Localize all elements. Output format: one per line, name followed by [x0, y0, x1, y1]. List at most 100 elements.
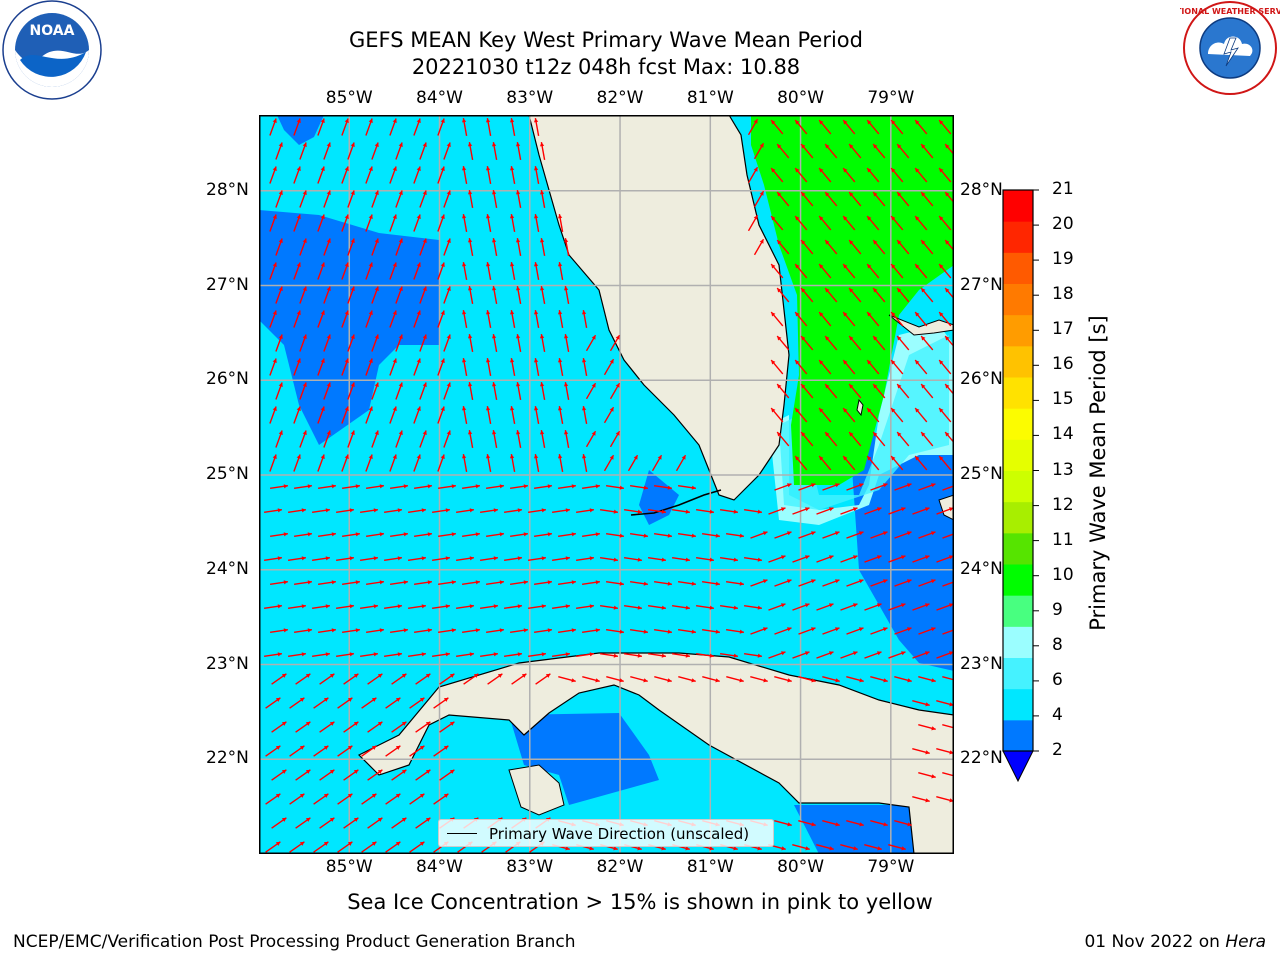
wave-arrow-head — [709, 509, 714, 514]
wave-arrow-head — [849, 240, 854, 245]
wave-arrow-head — [395, 697, 401, 702]
wave-arrow-head — [497, 673, 503, 678]
wave-arrow-head — [771, 312, 776, 317]
wave-arrow-head — [446, 238, 451, 243]
wave-arrow-head — [757, 653, 762, 658]
wave-arrow-head — [613, 509, 618, 514]
wave-arrow-head — [613, 605, 618, 610]
lon-label-top: 84°W — [416, 88, 463, 108]
wave-arrow-head — [709, 653, 714, 658]
wave-arrow-head — [329, 769, 335, 774]
wave-arrow-head — [733, 846, 738, 851]
wave-arrow-head — [811, 483, 816, 488]
wave-arrow-head — [296, 214, 301, 219]
lat-label-left: 25°N — [206, 464, 249, 485]
wave-arrow-head — [347, 793, 353, 798]
wave-arrow-head — [278, 334, 283, 339]
wave-arrow-head — [373, 508, 378, 513]
colorbar-tick-label: 16 — [1052, 354, 1074, 375]
wave-arrow-head — [685, 653, 690, 658]
wave-direction-arrows — [263, 117, 954, 853]
wave-arrow-head — [275, 841, 281, 846]
wave-arrow-head — [685, 557, 690, 562]
wave-arrow-head — [302, 238, 307, 243]
wave-arrow-head — [534, 310, 539, 315]
wave-arrow-head — [915, 120, 920, 125]
wave-arrow-head — [891, 408, 896, 413]
wave-arrow-head — [945, 192, 950, 197]
wave-arrow-head — [272, 166, 277, 171]
wave-arrow-head — [516, 142, 521, 147]
colorbar-segment — [1003, 626, 1033, 658]
wave-arrow-head — [595, 628, 600, 633]
wave-arrow — [942, 533, 954, 539]
wave-arrow-head — [925, 507, 930, 512]
colorbar-tick-label: 11 — [1052, 529, 1074, 550]
wave-arrow-head — [715, 678, 720, 683]
wave-arrow-head — [849, 192, 854, 197]
wave-arrow-head — [540, 238, 545, 243]
wave-arrow-head — [811, 627, 816, 632]
wave-arrow-head — [777, 288, 782, 293]
wave-arrow-head — [633, 455, 638, 460]
wave-arrow-head — [475, 580, 480, 585]
wave-arrow-head — [582, 406, 587, 411]
wave-arrow — [942, 629, 954, 635]
wave-arrow-head — [777, 336, 782, 341]
wave-arrow-head — [540, 430, 545, 435]
wave-arrow-head — [350, 382, 355, 387]
wave-arrow-head — [350, 142, 355, 147]
wave-arrow-head — [323, 697, 329, 702]
wave-arrow-head — [763, 678, 768, 683]
wave-arrow-head — [355, 484, 360, 489]
wave-arrow-head — [849, 288, 854, 293]
wave-arrow-head — [299, 745, 305, 750]
wave-arrow-head — [326, 334, 331, 339]
lon-label-bottom: 83°W — [506, 857, 554, 877]
wave-arrow-head — [921, 144, 926, 149]
wave-arrow-head — [421, 604, 426, 609]
wave-arrow-head — [398, 334, 403, 339]
wave-arrow-head — [795, 168, 800, 173]
colorbar — [1000, 185, 1048, 785]
wave-arrow-head — [949, 507, 954, 512]
wave-arrow-head — [373, 604, 378, 609]
wave-arrow-head — [795, 120, 800, 125]
wave-arrow-head — [691, 533, 696, 538]
wave-arrow-head — [401, 769, 407, 774]
wave-arrow-head — [419, 745, 425, 750]
wave-arrow-head — [939, 168, 944, 173]
wave-arrow-head — [787, 627, 792, 632]
wave-arrow-head — [565, 604, 570, 609]
wave-arrow-head — [355, 628, 360, 633]
wave-arrow-head — [425, 817, 431, 822]
wave-arrow-head — [667, 581, 672, 586]
wave-arrow-head — [781, 651, 786, 656]
wave-arrow-head — [350, 190, 355, 195]
wave-arrow-head — [419, 697, 425, 702]
wave-arrow-head — [493, 556, 498, 561]
wave-arrow-head — [691, 485, 696, 490]
wave-arrow-head — [825, 288, 830, 293]
wave-arrow-head — [374, 286, 379, 291]
wave-arrow-head — [685, 846, 690, 851]
wave-arrow-head — [715, 581, 720, 586]
wave-arrow-head — [373, 652, 378, 657]
colorbar-segment — [1003, 190, 1033, 222]
wave-arrow-head — [331, 484, 336, 489]
wave-arrow-head — [931, 627, 936, 632]
wave-arrow-head — [347, 745, 353, 750]
wave-arrow-head — [283, 580, 288, 585]
wave-arrow-head — [945, 336, 950, 341]
wave-arrow-head — [516, 286, 521, 291]
bahamas-andros — [938, 494, 954, 521]
wave-arrow-head — [302, 190, 307, 195]
wave-arrow-head — [451, 484, 456, 489]
wave-arrow-head — [591, 383, 596, 388]
wave-arrow-head — [681, 455, 686, 460]
colorbar-segment — [1003, 657, 1033, 690]
wave-arrow-head — [619, 678, 624, 683]
wave-arrow-head — [925, 750, 930, 755]
wave-arrow-head — [523, 484, 528, 489]
wave-arrow-head — [320, 454, 325, 459]
